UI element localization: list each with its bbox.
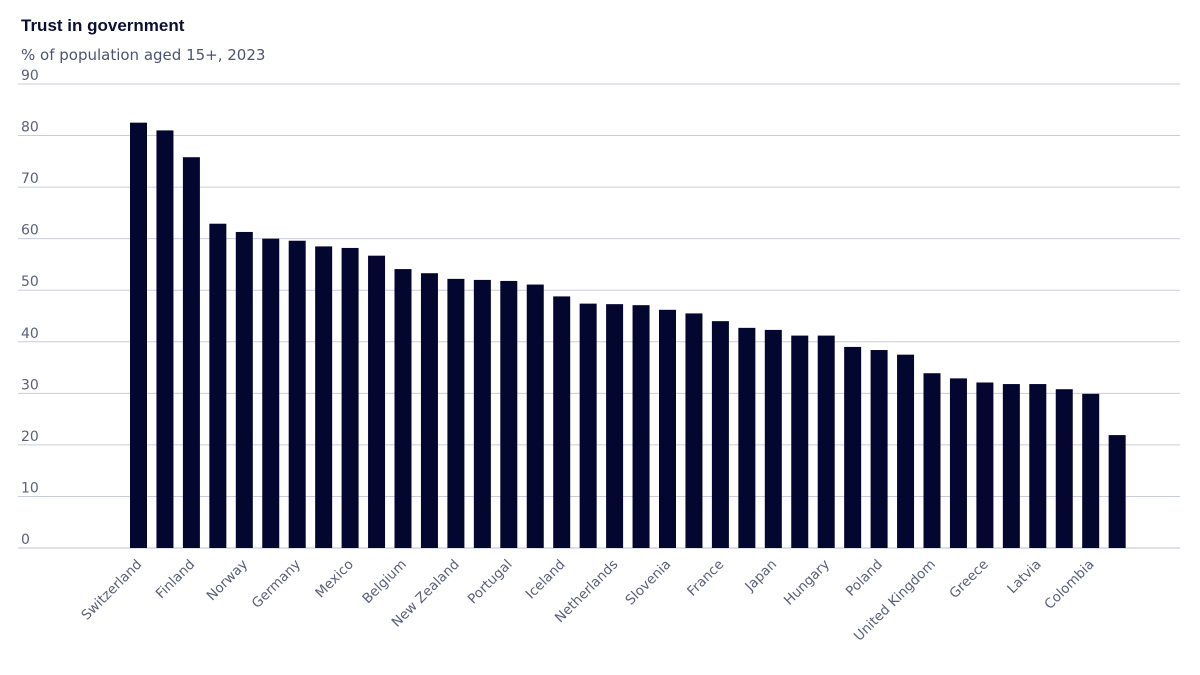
bar [1108,435,1126,548]
bar [500,280,518,548]
bar [130,122,147,549]
bar [182,157,200,548]
bar [632,305,650,548]
bar [870,350,888,548]
bar [288,240,306,548]
x-tick-label: Slovenia [622,557,674,609]
y-tick-label: 50 [21,274,39,290]
bar [711,321,729,548]
bar [1002,384,1020,548]
x-tick-label: Colombia [1041,557,1097,613]
bar [341,247,359,549]
y-tick-label: 20 [21,429,39,445]
bar [473,279,491,548]
y-tick-label: 90 [21,68,39,84]
chart-subtitle: % of population aged 15+, 2023 [21,46,266,64]
y-tick-label: 60 [21,223,39,239]
bar [659,309,676,548]
bar [394,269,412,548]
y-tick-label: 70 [21,171,39,187]
bar [738,327,756,548]
bar [420,273,438,548]
bar [209,223,227,548]
bar [526,284,544,548]
bar [447,278,465,548]
bar [1029,384,1047,548]
bar [791,335,809,548]
bar [156,130,174,548]
bar [923,373,941,548]
bar [368,255,386,548]
x-tick-label: Belgium [359,557,409,607]
x-tick-label: Germany [249,557,304,612]
y-axis-ticks: 0 10 20 30 40 50 60 70 80 90 [21,68,39,548]
bar [315,246,333,548]
bars [130,122,1126,549]
x-tick-label: Hungary [781,557,833,609]
x-tick-label: Finland [153,557,198,602]
x-tick-label: Portugal [465,557,516,608]
x-tick-label: Iceland [523,557,569,603]
y-tick-label: 30 [21,377,39,393]
bar [262,238,280,548]
bar [606,304,624,548]
x-tick-label: Japan [741,557,780,596]
x-tick-label: Poland [843,557,886,600]
bar [764,329,782,548]
x-tick-label: Greece [946,557,991,602]
y-tick-label: 80 [21,120,39,136]
bar [579,303,597,548]
x-tick-label: Switzerland [78,557,145,624]
x-tick-label: Latvia [1004,557,1044,597]
bar [553,296,571,548]
x-tick-label: France [684,557,727,600]
bar [976,382,994,548]
bar [1082,393,1100,548]
bar [235,231,253,548]
y-tick-label: 10 [21,480,39,496]
bar [685,313,703,548]
chart-title: Trust in government [21,16,185,35]
x-tick-label: Mexico [312,557,357,602]
bar [949,378,967,548]
bar [897,354,915,548]
y-tick-label: 40 [21,326,39,342]
bar [844,346,862,548]
x-tick-label: Norway [204,557,252,605]
y-tick-label: 0 [21,532,30,548]
bar [817,335,835,548]
bar [1055,389,1073,548]
